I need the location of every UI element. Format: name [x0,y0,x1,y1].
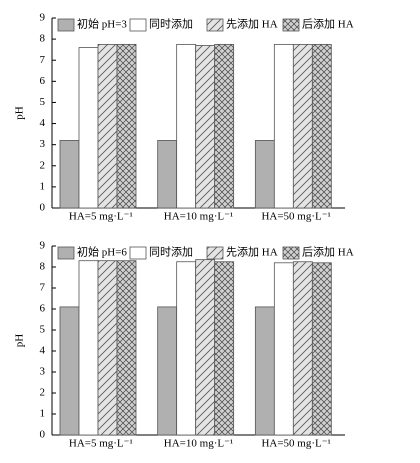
y-tick-label: 7 [40,54,46,66]
legend-swatch [129,246,147,260]
bar [157,306,178,436]
y-tick-label: 6 [40,303,46,315]
bar [214,261,235,436]
legend-swatch [282,18,300,32]
y-tick-label: 0 [40,202,46,214]
x-tick-label: HA=50 mg·L⁻¹ [261,211,330,223]
legend-swatch [129,18,147,32]
bar [311,262,332,436]
y-tick-label: 5 [40,96,46,108]
bar [97,43,118,209]
legend-label: 同时添加 [149,245,193,259]
y-axis-label: pH [14,106,26,120]
legend-label: 先添加 HA [226,245,278,259]
y-tick-label: 8 [40,33,46,45]
x-tick-label: HA=5 mg·L⁻¹ [69,211,133,223]
y-tick-label: 7 [40,282,46,294]
y-tick-label: 5 [40,324,46,336]
bar [195,45,216,209]
x-tick-label: HA=50 mg·L⁻¹ [261,438,330,450]
x-tick-label: HA=5 mg·L⁻¹ [69,438,133,450]
legend-label: 后添加 HA [302,245,354,259]
bar [176,261,197,436]
y-tick-label: 1 [40,408,46,420]
bar [59,306,80,436]
y-tick-label: 2 [40,387,46,399]
y-tick-label: 8 [40,261,46,273]
y-tick-label: 3 [40,138,46,150]
x-tick-label: HA=10 mg·L⁻¹ [164,211,233,223]
bar [292,261,313,436]
y-tick-label: 4 [40,345,46,357]
bar [78,47,99,209]
bar [157,140,178,209]
bar [176,43,197,209]
bar [311,43,332,209]
y-axis-label: pH [14,334,26,348]
y-tick-label: 0 [40,429,46,441]
y-tick-label: 2 [40,159,46,171]
legend-swatch [206,246,224,260]
y-tick-label: 1 [40,180,46,192]
legend-label: 初始 pH=3 [77,17,127,31]
legend-swatch [282,246,300,260]
bar [254,140,275,209]
bar [273,262,294,436]
bar [59,140,80,209]
legend-label: 同时添加 [149,17,193,31]
legend-label: 初始 pH=6 [77,245,127,259]
x-tick-label: HA=10 mg·L⁻¹ [164,438,233,450]
legend-swatch [57,246,75,260]
bar [273,43,294,209]
legend-swatch [57,18,75,32]
y-tick-label: 4 [40,117,46,129]
bar [292,43,313,209]
bar [195,259,216,436]
bar [254,306,275,436]
y-tick-label: 9 [40,12,46,24]
legend-label: 后添加 HA [302,17,354,31]
legend-label: 先添加 HA [226,17,278,31]
bar [116,260,137,436]
bar [78,260,99,436]
legend-swatch [206,18,224,32]
bar [116,43,137,209]
y-tick-label: 6 [40,75,46,87]
bar [97,260,118,436]
y-tick-label: 3 [40,366,46,378]
bar [214,43,235,209]
y-tick-label: 9 [40,240,46,252]
